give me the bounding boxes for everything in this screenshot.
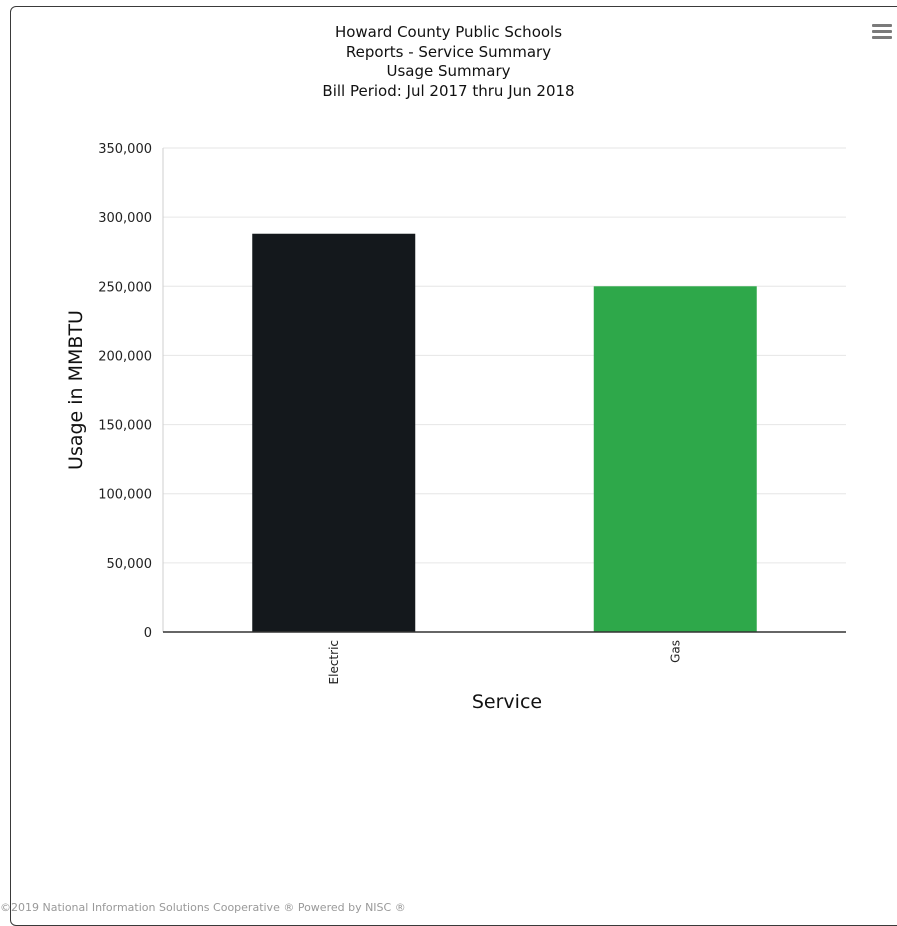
- bar-electric: [252, 233, 416, 633]
- y-tick-label: 0: [144, 626, 152, 641]
- chart-subtitle-usage: Usage Summary: [386, 62, 511, 80]
- x-tick-label: Gas: [668, 640, 682, 663]
- y-tick-label: 250,000: [98, 280, 152, 295]
- chart-subtitle-report: Reports - Service Summary: [345, 42, 552, 61]
- y-tick-label: 300,000: [98, 211, 152, 226]
- y-tick-label: 50,000: [107, 557, 153, 572]
- footer-credit: ©2019 National Information Solutions Coo…: [0, 901, 406, 914]
- x-tick-label: Electric: [327, 640, 341, 684]
- y-axis-title: Usage in MMBTU: [65, 310, 87, 470]
- y-tick-label: 200,000: [98, 349, 152, 364]
- hamburger-menu-icon[interactable]: [872, 24, 892, 40]
- y-tick-label: 350,000: [98, 142, 152, 157]
- y-tick-label: 150,000: [98, 419, 152, 434]
- chart-title: Howard County Public Schools: [334, 23, 563, 41]
- y-tick-label: 100,000: [98, 488, 152, 503]
- x-axis-title: Service: [472, 691, 542, 713]
- chart-subtitle-period: Bill Period: Jul 2017 thru Jun 2018: [322, 81, 575, 100]
- bar-gas: [593, 286, 757, 632]
- chart-title-block: Howard County Public Schools Reports - S…: [0, 23, 897, 101]
